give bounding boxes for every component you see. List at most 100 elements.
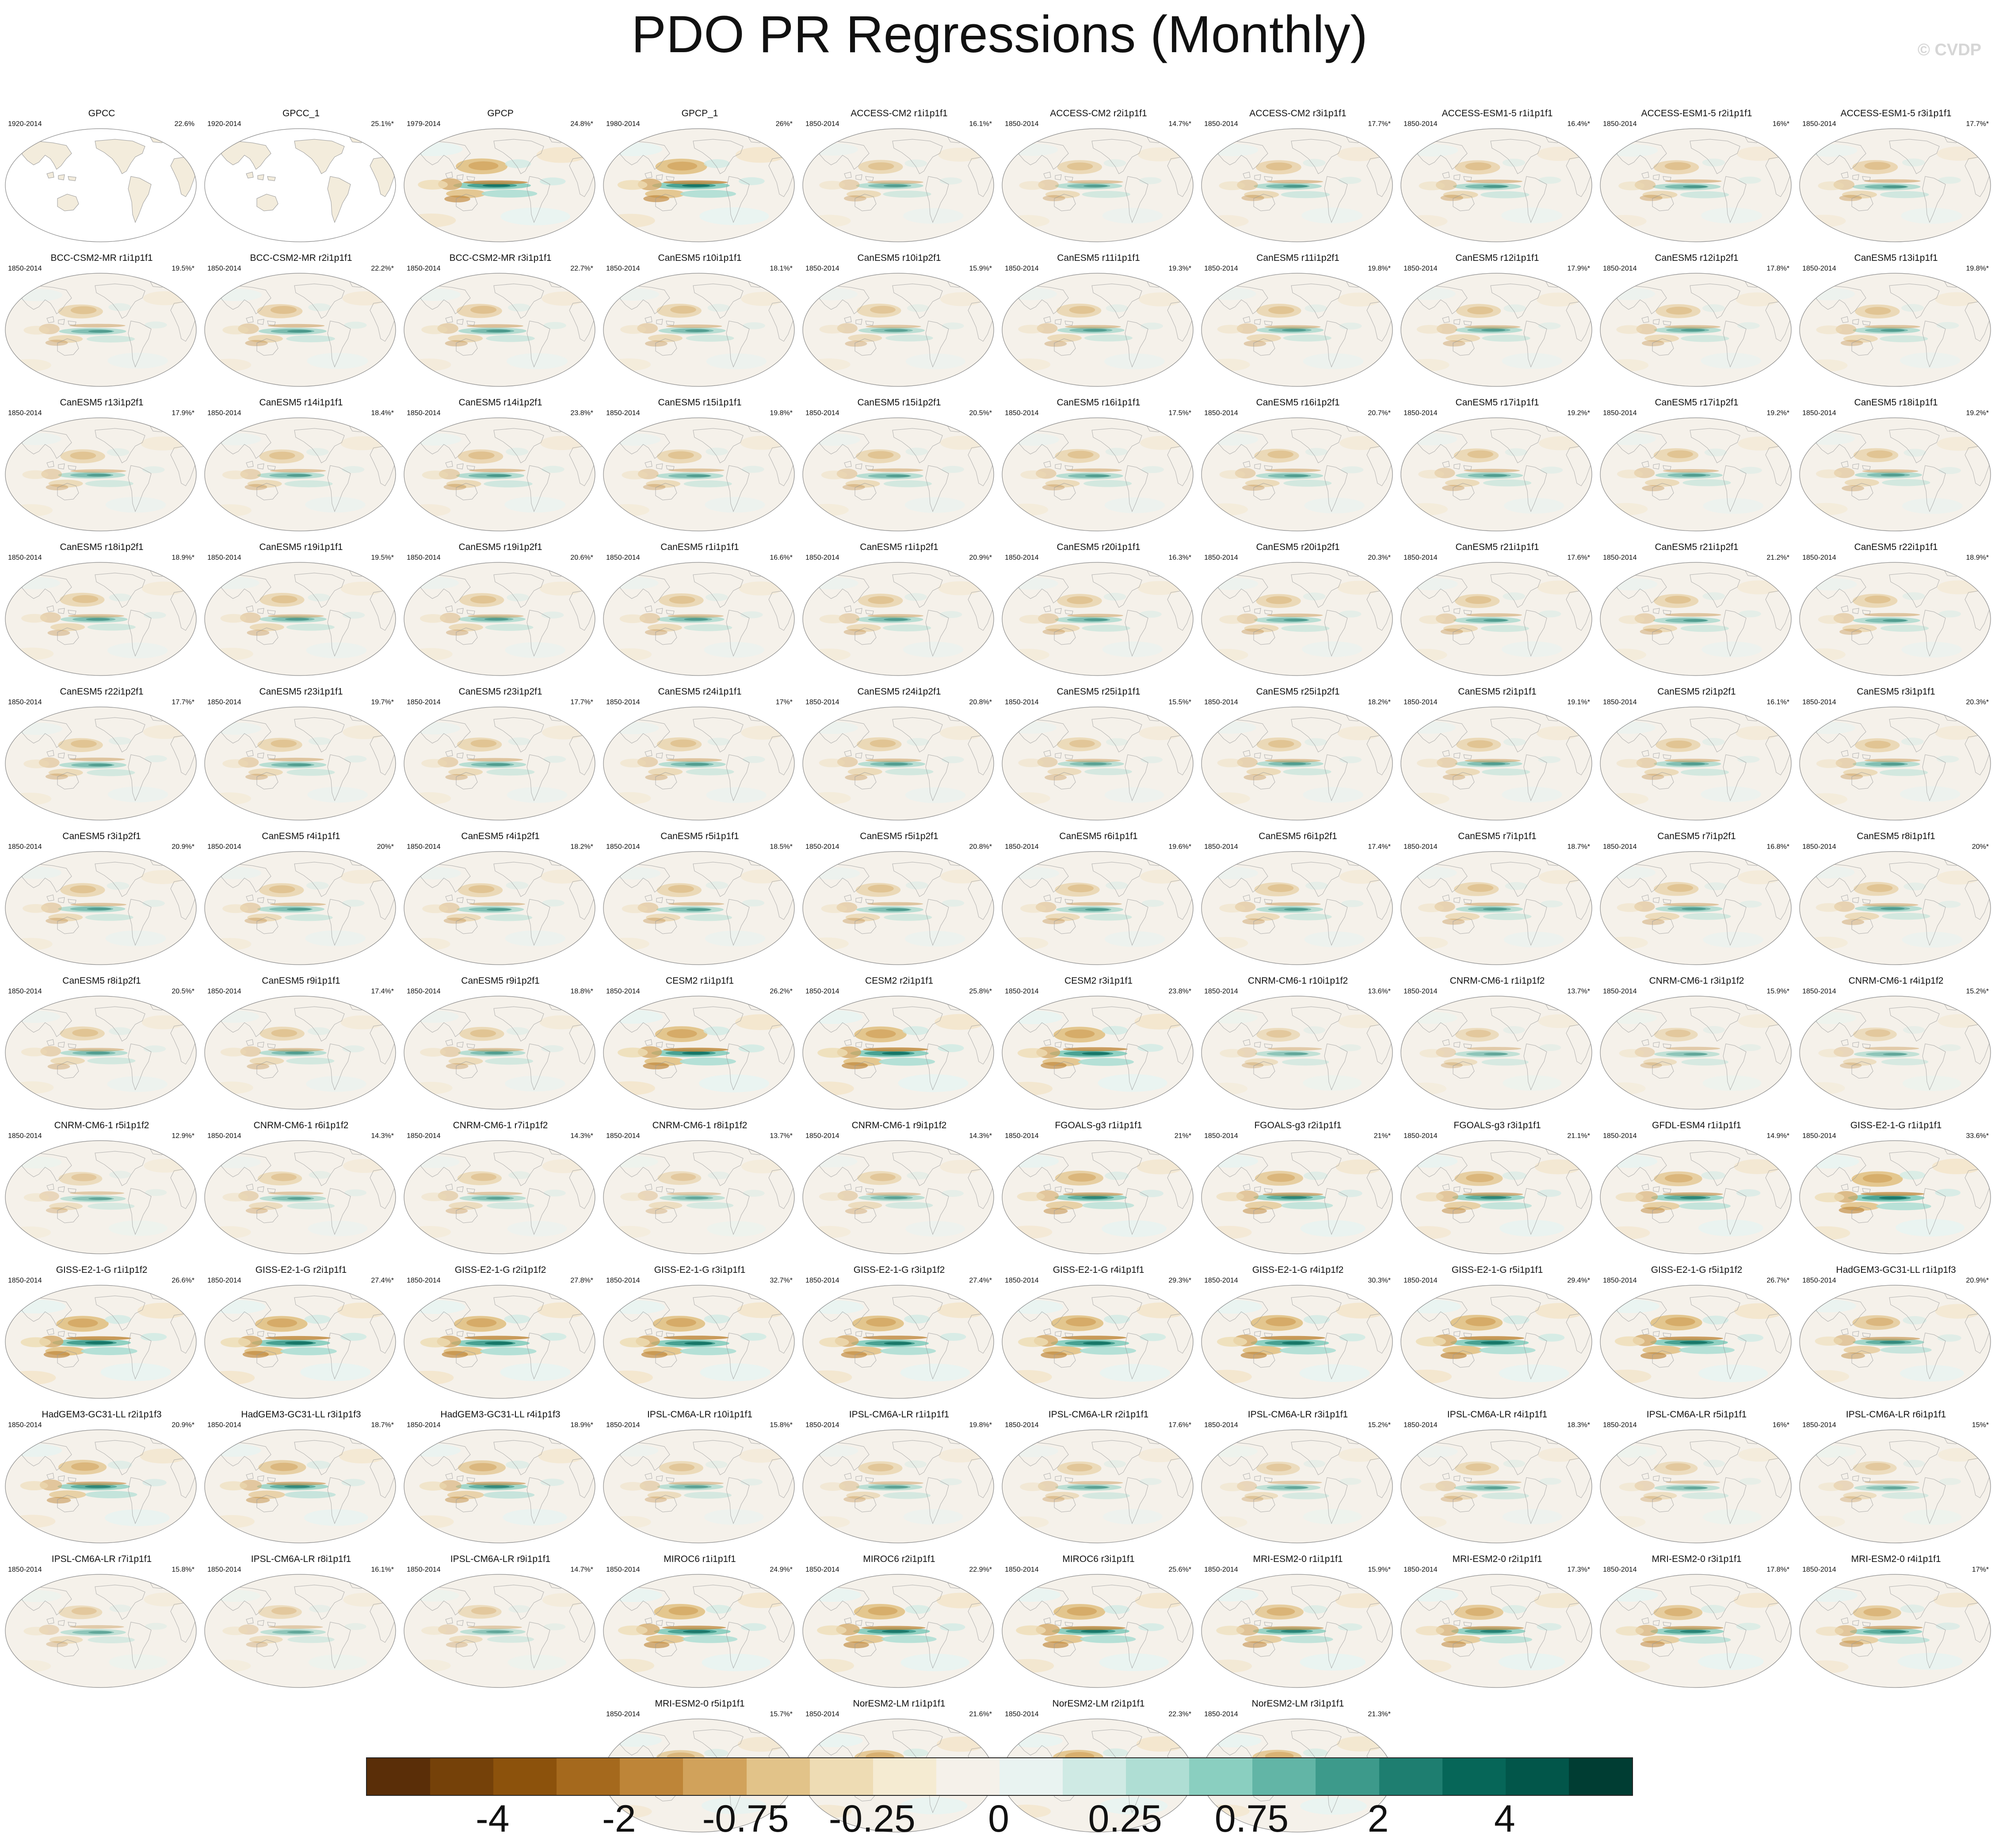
map-plot <box>802 1285 994 1399</box>
panel-title: ACCESS-CM2 r2i1p1f1 <box>1050 108 1147 118</box>
panel-title: CanESM5 r6i1p2f1 <box>1259 831 1337 841</box>
map-plot <box>1799 996 1991 1110</box>
map-panel: GISS-E2-1-G r1i1p1f2 1850-2014 26.6%* <box>4 1265 199 1400</box>
map-plot <box>1002 996 1194 1110</box>
map-border <box>1600 1285 1792 1399</box>
map-border <box>1600 128 1792 242</box>
map-panel: MIROC6 r3i1p1f1 1850-2014 25.6%* <box>1001 1554 1196 1689</box>
map-plot <box>204 1140 396 1254</box>
map-panel: CanESM5 r8i1p1f1 1850-2014 20%* <box>1799 831 1993 966</box>
map-plot <box>1600 417 1792 531</box>
map-border <box>1400 1574 1592 1688</box>
map-border <box>1002 1429 1194 1543</box>
colorbar-swatch <box>873 1758 936 1795</box>
map-plot <box>1201 1285 1393 1399</box>
continent-outlines <box>1417 1144 1592 1235</box>
panel-period: 1850-2014 <box>8 988 42 995</box>
panel-title: CanESM5 r23i1p1f1 <box>259 687 343 697</box>
panel-percent-variance: 16.1%* <box>371 1566 394 1573</box>
panel-title: CanESM5 r2i1p1f1 <box>1458 687 1537 697</box>
map-panel: CNRM-CM6-1 r3i1p1f2 1850-2014 15.9%* <box>1599 976 1794 1111</box>
map-plot <box>802 1574 994 1688</box>
panel-title: ACCESS-CM2 r1i1p1f1 <box>851 108 948 118</box>
map-plot <box>1400 1429 1592 1543</box>
panel-percent-variance: 20.9%* <box>172 1421 195 1429</box>
map-panel: CanESM5 r5i1p2f1 1850-2014 20.8%* <box>802 831 996 966</box>
map-plot <box>1600 1140 1792 1254</box>
map-panel: GISS-E2-1-G r3i1p1f2 1850-2014 27.4%* <box>802 1265 996 1400</box>
panel-title: GISS-E2-1-G r4i1p1f1 <box>1053 1265 1144 1275</box>
continent-outlines <box>1417 999 1592 1091</box>
map-panel: ACCESS-ESM1-5 r1i1p1f1 1850-2014 16.4%* <box>1400 108 1595 244</box>
panel-period: 1850-2014 <box>1204 988 1238 995</box>
panel-percent-variance: 20.9%* <box>1966 1277 1989 1284</box>
map-panel: CNRM-CM6-1 r5i1p1f2 1850-2014 12.9%* <box>4 1120 199 1256</box>
panel-title: FGOALS-g3 r1i1p1f1 <box>1055 1120 1142 1130</box>
panel-period: 1850-2014 <box>407 1132 441 1140</box>
panel-period: 1850-2014 <box>1204 843 1238 851</box>
panel-percent-variance: 16.1%* <box>969 120 992 128</box>
continent-outlines <box>221 132 396 223</box>
map-plot <box>5 562 197 676</box>
panel-title: GFDL-ESM4 r1i1p1f1 <box>1652 1120 1741 1130</box>
map-plot <box>1799 1285 1991 1399</box>
map-plot <box>1201 1140 1393 1254</box>
colorbar-swatch <box>1568 1758 1632 1795</box>
panel-period: 1850-2014 <box>606 265 640 272</box>
panel-title: CanESM5 r15i1p1f1 <box>658 397 742 408</box>
map-border <box>5 1429 197 1543</box>
panel-title: GISS-E2-1-G r2i1p1f2 <box>454 1265 546 1275</box>
map-plot <box>5 1574 197 1688</box>
map-panel: GISS-E2-1-G r2i1p1f1 1850-2014 27.4%* <box>204 1265 398 1400</box>
panel-percent-variance: 19.8%* <box>1368 265 1391 272</box>
map-panel: CanESM5 r19i1p1f1 1850-2014 19.5%* <box>204 542 398 677</box>
panel-title: CanESM5 r18i1p2f1 <box>60 542 144 552</box>
panel-title: CESM2 r3i1p1f1 <box>1064 976 1133 986</box>
regression-field <box>1002 1300 1187 1384</box>
map-plot <box>603 273 795 387</box>
panel-title: CanESM5 r11i1p2f1 <box>1256 253 1339 263</box>
map-panel: CanESM5 r11i1p2f1 1850-2014 19.8%* <box>1201 253 1395 388</box>
continent-outlines <box>22 1288 196 1380</box>
map-panel: CanESM5 r6i1p1f1 1850-2014 19.6%* <box>1001 831 1196 966</box>
map-border <box>1799 417 1991 531</box>
map-border <box>404 1140 595 1254</box>
panel-percent-variance: 22.2%* <box>371 265 394 272</box>
panel-period: 1850-2014 <box>1204 1132 1238 1140</box>
panel-percent-variance: 22.9%* <box>969 1566 992 1573</box>
panel-title: CanESM5 r9i1p1f1 <box>262 976 340 986</box>
colorbar-swatch <box>1442 1758 1506 1795</box>
map-plot <box>1600 562 1792 676</box>
map-border <box>603 417 795 531</box>
regression-field <box>205 1300 388 1385</box>
continent-outlines <box>22 855 196 946</box>
regression-field <box>606 867 784 950</box>
map-plot <box>802 706 994 821</box>
panel-period: 1850-2014 <box>407 1277 441 1284</box>
panel-title: MRI-ESM2-0 r2i1p1f1 <box>1452 1554 1542 1564</box>
panel-title: CNRM-CM6-1 r5i1p1f2 <box>54 1120 149 1130</box>
map-plot <box>404 562 595 676</box>
regression-field <box>607 1444 782 1528</box>
panel-title: GPCP <box>487 108 514 118</box>
panel-period: 1850-2014 <box>606 843 640 851</box>
panel-percent-variance: 19.2%* <box>1766 409 1789 417</box>
map-panel: CNRM-CM6-1 r1i1p1f2 1850-2014 13.7%* <box>1400 976 1595 1111</box>
map-panel: CanESM5 r12i1p2f1 1850-2014 17.8%* <box>1599 253 1794 388</box>
continent-outlines <box>221 1144 396 1235</box>
panel-title: CanESM5 r9i1p2f1 <box>461 976 540 986</box>
map-plot <box>1799 128 1991 242</box>
panel-percent-variance: 17.7%* <box>1368 120 1391 128</box>
panel-period: 1850-2014 <box>1204 120 1238 128</box>
map-border <box>1799 1429 1991 1543</box>
panel-period: 1850-2014 <box>1204 1277 1238 1284</box>
panel-percent-variance: 20.3%* <box>1966 699 1989 706</box>
map-border <box>1799 273 1991 387</box>
regression-field <box>1603 721 1779 806</box>
panel-percent-variance: 17%* <box>775 699 793 706</box>
map-plot <box>404 1429 595 1543</box>
panel-title: GISS-E2-1-G r4i1p1f2 <box>1252 1265 1344 1275</box>
map-panel: ACCESS-CM2 r3i1p1f1 1850-2014 17.7%* <box>1201 108 1395 244</box>
panel-percent-variance: 29.4%* <box>1567 1277 1590 1284</box>
map-border <box>1002 562 1194 676</box>
